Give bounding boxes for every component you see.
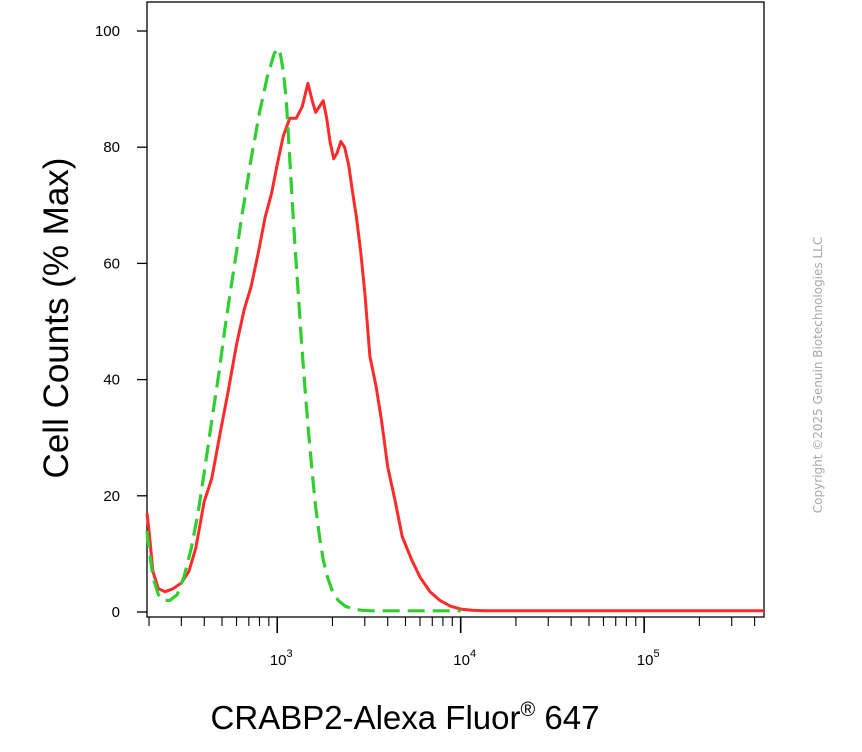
- y-axis-title: Cell Counts (% Max): [37, 158, 76, 479]
- x-tick-base: 10: [453, 652, 470, 669]
- series-layer: [145, 46, 764, 613]
- x-axis-title-tail: 647: [535, 699, 599, 736]
- plot-border: [146, 1, 765, 618]
- plot-frame: [146, 1, 765, 618]
- x-tick-exponent: 3: [287, 648, 293, 660]
- copyright-watermark: Copyright ©2025 Genuin Biotechnologies L…: [811, 237, 825, 513]
- y-tick-label: 0: [112, 604, 120, 621]
- x-tick-label: 104: [453, 648, 476, 669]
- x-axis-title: CRABP2-Alexa Fluor® 647: [211, 699, 600, 736]
- x-axis-title-registered-mark: ®: [520, 699, 535, 721]
- y-tick-label: 40: [103, 372, 120, 389]
- control-histogram-line: [145, 46, 461, 613]
- x-tick-exponent: 5: [653, 648, 659, 660]
- x-axis-title-main: CRABP2-Alexa Fluor: [211, 699, 521, 736]
- y-tick-label: 20: [103, 488, 120, 505]
- y-tick-label: 100: [95, 23, 120, 40]
- x-tick-base: 10: [270, 652, 287, 669]
- y-axis: 0 20 40 60 80 100: [95, 23, 147, 621]
- x-tick-exponent: 4: [470, 648, 476, 660]
- x-tick-base: 10: [637, 652, 654, 669]
- y-tick-label: 80: [103, 139, 120, 156]
- sample-histogram-line: [145, 81, 764, 613]
- x-tick-label: 103: [270, 648, 293, 669]
- x-tick-label: 105: [637, 648, 660, 669]
- y-tick-label: 60: [103, 255, 120, 272]
- x-axis: 103 104 105: [148, 617, 756, 669]
